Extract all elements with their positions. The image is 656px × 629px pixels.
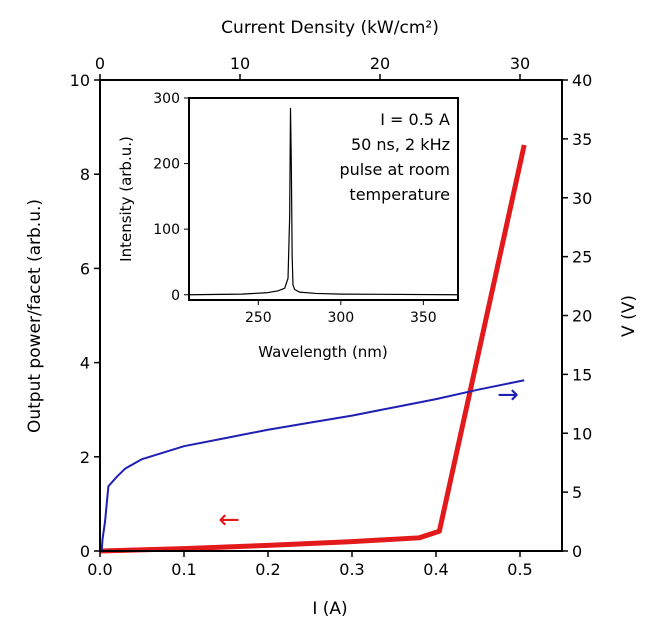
y-tick-label: 10 [70, 71, 90, 90]
inset-x-tick-label: 250 [245, 310, 272, 326]
inset-text-line: 50 ns, 2 kHz [351, 135, 450, 154]
y2-tick-label: 30 [572, 189, 592, 208]
x-tick-label: 0.4 [423, 560, 448, 579]
y2-axis-label: V (V) [619, 295, 639, 337]
inset-spectrum-line [188, 107, 459, 296]
inset-y-tick-label: 100 [153, 222, 180, 238]
top-x-tick-label: 20 [370, 54, 390, 73]
x-tick-label: 0.3 [339, 560, 364, 579]
y2-tick-label: 40 [572, 71, 592, 90]
inset-y-tick-label: 300 [153, 91, 180, 107]
y-tick-label: 4 [80, 354, 90, 373]
inset-axes: 250 300 350 0 100 200 300 [153, 91, 459, 326]
top-x-tick-label: 30 [510, 54, 530, 73]
x-axis-label: I (A) [312, 599, 347, 619]
x-tick-label: 0.1 [171, 560, 196, 579]
inset-background [189, 98, 458, 300]
inset-y-tick-label: 0 [171, 288, 180, 304]
y2-tick-label: 25 [572, 248, 592, 267]
y-tick-label: 8 [80, 165, 90, 184]
power-arrow: ← [218, 505, 240, 535]
inset-x-label: Wavelength (nm) [258, 343, 388, 361]
y2-tick-label: 0 [572, 542, 582, 561]
series-line-voltage [100, 379, 525, 552]
top-x-tick-label: 0 [95, 54, 105, 73]
y2-tick-label: 20 [572, 307, 592, 326]
top-x-tick-label: 10 [230, 54, 250, 73]
x-tick-label: 0.0 [87, 560, 112, 579]
voltage-arrow: → [497, 380, 519, 410]
inset-x-tick-label: 350 [410, 310, 437, 326]
series-line-power [99, 144, 527, 554]
inset-text: I = 0.5 A 50 ns, 2 kHz pulse at room tem… [339, 110, 450, 204]
inset-text-line: I = 0.5 A [380, 110, 450, 129]
inset-text-line: temperature [349, 185, 450, 204]
y2-tick-label: 35 [572, 130, 592, 149]
y-axis-label: Output power/facet (arb.u.) [25, 199, 45, 433]
main-axes: 0.0 0.1 0.2 0.3 0.4 0.50 10 20 30024681005101520… [70, 54, 593, 579]
y2-tick-label: 15 [572, 365, 592, 384]
y-tick-label: 0 [80, 542, 90, 561]
inset-frame [188, 97, 459, 301]
inset-text-line: pulse at room [339, 160, 450, 179]
x-tick-label: 0.5 [507, 560, 532, 579]
top-axis-label: Current Density (kW/cm²) [221, 18, 439, 38]
x-tick-label: 0.2 [255, 560, 280, 579]
inset-y-tick-label: 200 [153, 157, 180, 173]
y-tick-label: 2 [80, 448, 90, 467]
inset-y-label: Intensity (arb.u.) [117, 136, 135, 262]
inset-x-tick-label: 300 [327, 310, 354, 326]
y2-tick-label: 5 [572, 483, 582, 502]
y2-tick-label: 10 [572, 424, 592, 443]
y-tick-label: 6 [80, 259, 90, 278]
